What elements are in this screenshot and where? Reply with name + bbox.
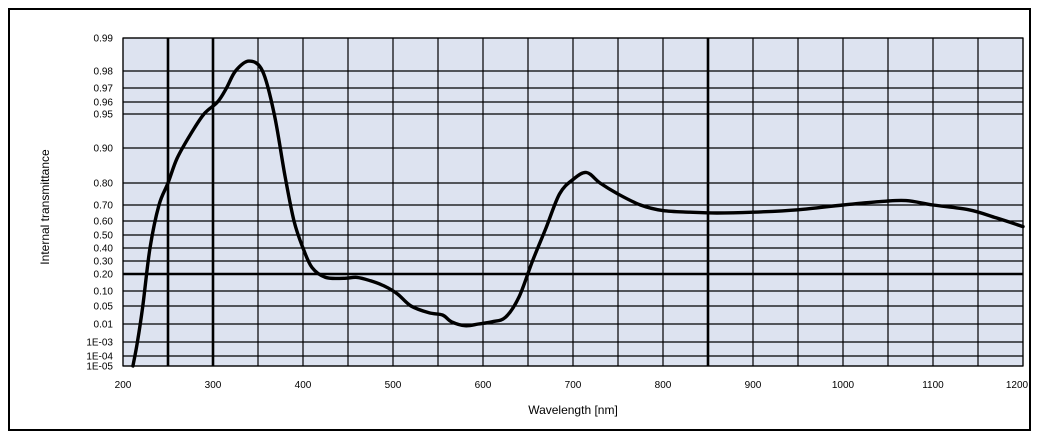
x-tick-label-400: 400 (295, 380, 312, 391)
y-tick-label-0.30: 0.30 (94, 257, 114, 268)
x-tick-label-200: 200 (115, 380, 132, 391)
y-tick-label-0.01: 0.01 (94, 320, 114, 331)
y-tick-label-0.70: 0.70 (94, 201, 114, 212)
x-axis-title: Wavelength [nm] (528, 403, 618, 417)
x-tick-label-1200: 1200 (1006, 380, 1029, 391)
x-tick-label-1000: 1000 (832, 380, 855, 391)
y-tick-label-1E-03: 1E-03 (86, 338, 113, 349)
plot-border (122, 37, 1024, 367)
x-tick-label-700: 700 (565, 380, 582, 391)
x-tick-label-900: 900 (745, 380, 762, 391)
y-tick-label-0.05: 0.05 (94, 302, 114, 313)
y-tick-label-0.80: 0.80 (94, 179, 114, 190)
y-tick-label-0.20: 0.20 (94, 270, 114, 281)
y-tick-label-0.95: 0.95 (94, 110, 114, 121)
y-tick-label-0.99: 0.99 (94, 34, 114, 45)
y-tick-label-0.97: 0.97 (94, 84, 114, 95)
x-tick-label-300: 300 (205, 380, 222, 391)
y-tick-labels: 0.99 0.98 0.97 0.960.95 0.90 0.80 0.70 0.60 0.50… (86, 34, 113, 373)
x-tick-labels: 200 300 400 500 600 700 800 900 1000 1100 1200 (115, 380, 1029, 391)
x-tick-label-800: 800 (655, 380, 672, 391)
x-tick-label-1100: 1100 (922, 380, 944, 391)
y-tick-label-0.50: 0.50 (94, 231, 114, 242)
y-tick-label-1E-05: 1E-05 (86, 362, 113, 373)
y-tick-label-0.60: 0.60 (94, 217, 114, 228)
y-tick-label-0.10: 0.10 (94, 287, 114, 298)
y-tick-label-0.98: 0.98 (94, 67, 114, 78)
y-tick-label-0.40: 0.40 (94, 244, 114, 255)
y-tick-label-0.96: 0.96 (94, 98, 114, 109)
y-axis-title: Internal transmittance (38, 149, 52, 265)
y-tick-label-1E-04: 1E-04 (86, 352, 113, 363)
series-line (131, 59, 1025, 368)
x-tick-label-500: 500 (385, 380, 402, 391)
y-tick-label-0.90: 0.90 (94, 144, 114, 155)
x-tick-label-600: 600 (475, 380, 492, 391)
